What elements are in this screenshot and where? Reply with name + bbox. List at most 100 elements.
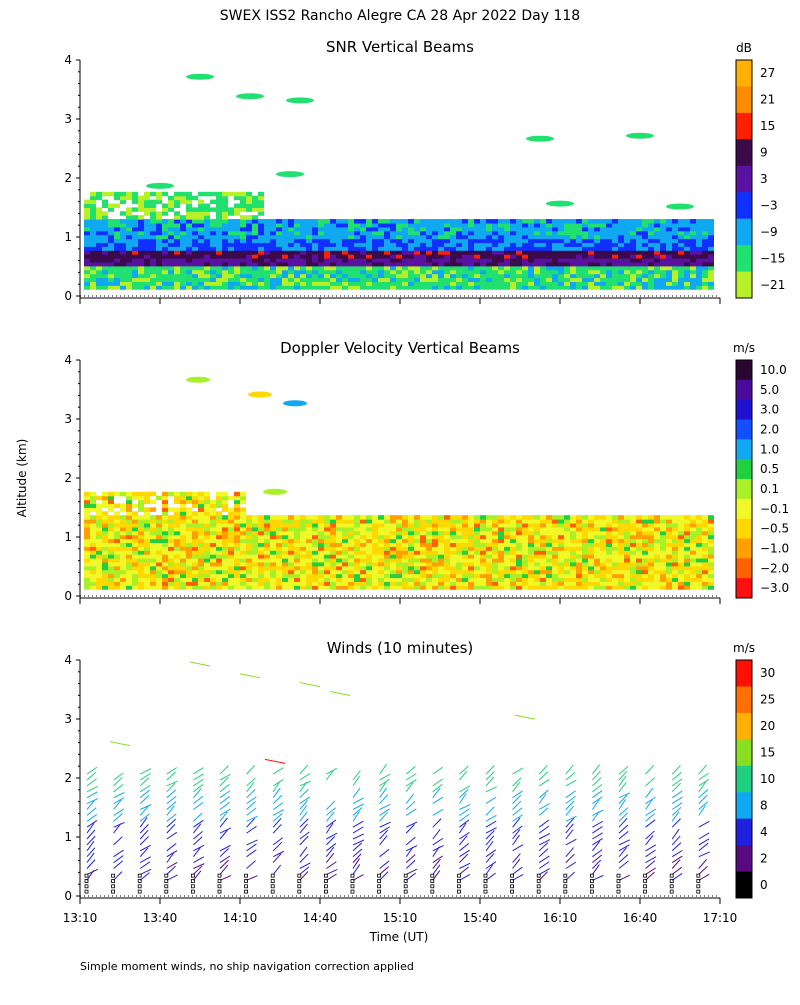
doppler-cell [252,519,258,524]
snr-cell [438,269,444,275]
snr-cell [594,226,600,232]
doppler-cell [516,573,522,579]
doppler-cell [150,561,156,567]
snr-cell [558,261,564,267]
doppler-cell [552,585,558,590]
snr-cell [162,234,168,240]
snr-cell [324,281,330,286]
snr-cell [162,273,168,279]
snr-cell [540,230,546,236]
snr-cell [600,222,606,228]
snr-cell [594,273,600,279]
snr-cell [624,242,630,247]
snr-cell [252,250,258,255]
snr-cell [552,269,558,275]
snr-cell [126,257,132,263]
snr-cell [282,257,288,263]
doppler-cell [306,554,312,559]
doppler-cell [372,561,378,567]
wind-barb [512,790,523,799]
snr-cell [126,222,132,228]
snr-cell [384,234,390,240]
y-tick-label: 2 [64,771,72,785]
snr-cell [360,269,366,275]
doppler-cell [318,569,324,575]
doppler-cell [390,515,396,520]
snr-cell [426,246,432,251]
doppler-cell [660,554,666,559]
snr-cell [102,211,108,216]
doppler-cell [666,554,672,559]
wind-barb [193,856,205,864]
snr-cell [408,273,414,279]
snr-cell [90,265,96,271]
snr-cell [102,191,108,197]
doppler-cell [156,573,162,579]
doppler-cell [102,519,108,524]
doppler-cell [462,577,468,582]
panel-title-winds: Winds (10 minutes) [327,639,474,657]
snr-cell [270,281,276,286]
wind-barb [219,796,230,805]
doppler-cell [114,565,120,571]
snr-cell [288,238,294,244]
snr-cell [144,207,150,212]
snr-cell [210,238,216,244]
snr-cell [162,207,168,212]
doppler-cell [198,569,204,575]
wind-barb [671,790,683,799]
doppler-cell [498,542,504,547]
snr-cell [504,246,510,251]
doppler-cell [486,554,492,559]
doppler-cell [150,491,156,497]
snr-cell [324,226,330,232]
colorbar-swatch [736,498,752,520]
doppler-cell [114,550,120,555]
doppler-cell [444,577,450,582]
wind-low-marker [84,873,89,878]
doppler-cell [156,519,162,524]
snr-cell [366,246,372,251]
snr-cell [150,215,156,220]
doppler-cell [678,569,684,575]
snr-cell [444,222,450,228]
doppler-cell [162,546,168,551]
snr-cell [690,254,696,259]
doppler-cell [234,491,240,497]
doppler-cell [240,515,246,520]
snr-cell [174,234,180,240]
doppler-cell [132,503,138,508]
doppler-cell [414,526,420,532]
doppler-cell [540,585,546,590]
doppler-cell [150,569,156,575]
doppler-cell [492,550,498,555]
snr-cell [198,250,204,255]
doppler-cell [144,554,150,559]
snr-cell [528,222,534,228]
doppler-cell [588,530,594,536]
doppler-cell [120,573,126,579]
doppler-cell [672,538,678,544]
snr-cell [492,219,498,224]
doppler-cell [126,491,132,497]
doppler-cell [480,526,486,532]
wind-barb [459,853,469,863]
snr-cell [486,250,492,255]
doppler-cell [156,585,162,590]
doppler-cell [126,503,132,508]
doppler-cell [360,542,366,547]
snr-cell [312,242,318,247]
snr-cell [450,254,456,259]
doppler-cell [210,577,216,582]
snr-cell [300,261,306,267]
doppler-cell [150,499,156,505]
doppler-cell [120,519,126,524]
doppler-cell [234,569,240,575]
snr-cell [192,281,198,286]
doppler-cell [450,519,456,524]
doppler-cell [648,554,654,559]
snr-cell [252,238,258,244]
snr-cell [120,273,126,279]
doppler-cell [96,515,102,520]
snr-cell [642,226,648,232]
